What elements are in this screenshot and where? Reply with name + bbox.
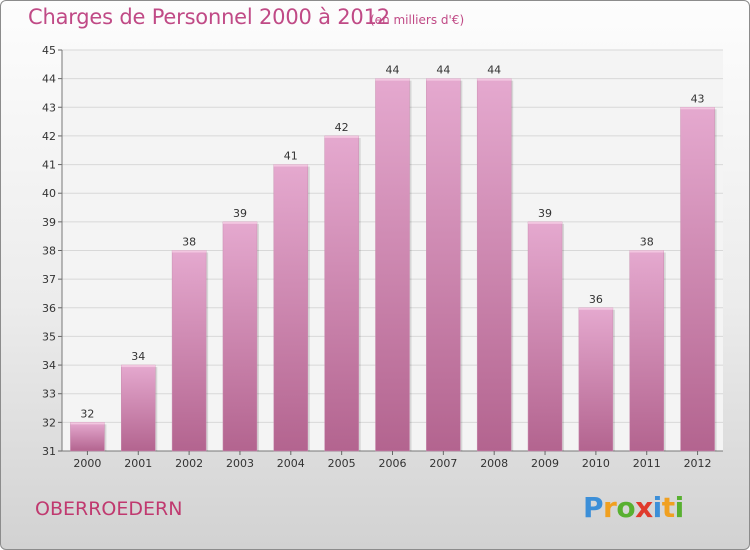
data-label: 34 xyxy=(131,350,145,363)
brand-letter: o xyxy=(616,491,636,524)
y-tick-label: 39 xyxy=(42,216,56,229)
chart-title: Charges de Personnel 2000 à 2012 xyxy=(28,5,390,29)
x-tick-label: 2008 xyxy=(480,457,508,470)
brand-letter: t xyxy=(661,491,675,524)
chart-subtitle: (en milliers d'€) xyxy=(370,13,465,27)
x-tick-label: 2012 xyxy=(684,457,712,470)
y-tick-label: 44 xyxy=(42,73,56,86)
x-tick-label: 2011 xyxy=(633,457,661,470)
bar xyxy=(70,422,105,452)
bar-highlight xyxy=(426,78,461,81)
y-tick-label: 37 xyxy=(42,273,56,286)
x-tick-label: 2009 xyxy=(531,457,559,470)
brand-letter: i xyxy=(652,491,663,524)
y-tick-label: 43 xyxy=(42,101,56,114)
bar xyxy=(171,250,207,452)
brand-logo: Proxiti xyxy=(583,491,684,524)
data-label: 43 xyxy=(691,92,705,105)
bar-highlight xyxy=(273,164,308,167)
bar-highlight xyxy=(70,422,105,425)
y-tick-label: 33 xyxy=(42,388,56,401)
bar-highlight xyxy=(375,78,410,81)
place-name: OBERROEDERN xyxy=(35,498,183,520)
data-label: 41 xyxy=(284,150,298,163)
y-tick-label: 32 xyxy=(42,416,56,429)
y-tick-label: 34 xyxy=(42,359,56,372)
bar-highlight xyxy=(477,78,512,81)
y-tick-label: 42 xyxy=(42,130,56,143)
data-label: 36 xyxy=(589,293,603,306)
bar xyxy=(375,78,410,452)
data-label: 32 xyxy=(80,407,94,420)
bar-highlight xyxy=(121,365,156,368)
brand-letter: x xyxy=(635,491,653,524)
data-label: 44 xyxy=(487,64,501,77)
bar-highlight xyxy=(629,250,664,253)
bar-highlight xyxy=(324,135,359,138)
y-tick-label: 45 xyxy=(42,44,56,57)
y-tick-label: 38 xyxy=(42,245,56,258)
bar xyxy=(273,164,309,452)
data-label: 38 xyxy=(182,236,196,249)
data-label: 42 xyxy=(335,121,349,134)
y-tick-label: 40 xyxy=(42,187,56,200)
x-tick-label: 2005 xyxy=(328,457,356,470)
bar xyxy=(121,364,156,452)
x-tick-label: 2010 xyxy=(582,457,610,470)
data-label: 44 xyxy=(436,64,450,77)
bar xyxy=(324,135,359,452)
y-tick-label: 36 xyxy=(42,302,56,315)
x-tick-label: 2000 xyxy=(73,457,101,470)
bar-highlight xyxy=(528,221,563,224)
bar xyxy=(578,307,614,452)
brand-letter: r xyxy=(603,491,617,524)
x-tick-label: 2003 xyxy=(226,457,254,470)
bar-highlight xyxy=(680,107,715,110)
x-tick-label: 2002 xyxy=(175,457,203,470)
bar xyxy=(527,221,563,452)
brand-letter: P xyxy=(583,491,604,524)
brand-letter: i xyxy=(674,491,685,524)
y-tick-label: 35 xyxy=(42,330,56,343)
x-tick-label: 2006 xyxy=(379,457,407,470)
x-tick-label: 2004 xyxy=(277,457,305,470)
bar-highlight xyxy=(578,307,613,310)
data-label: 39 xyxy=(538,207,552,220)
y-tick-label: 31 xyxy=(42,445,56,458)
data-label: 44 xyxy=(386,64,400,77)
x-tick-label: 2001 xyxy=(124,457,152,470)
bar xyxy=(680,107,715,452)
bar-highlight xyxy=(172,250,207,253)
data-label: 39 xyxy=(233,207,247,220)
data-label: 38 xyxy=(640,236,654,249)
bar xyxy=(629,250,664,452)
y-tick-label: 41 xyxy=(42,159,56,172)
bar xyxy=(426,78,461,452)
bar xyxy=(222,221,258,452)
bar xyxy=(476,78,512,452)
bar-highlight xyxy=(222,221,257,224)
x-tick-label: 2007 xyxy=(429,457,457,470)
